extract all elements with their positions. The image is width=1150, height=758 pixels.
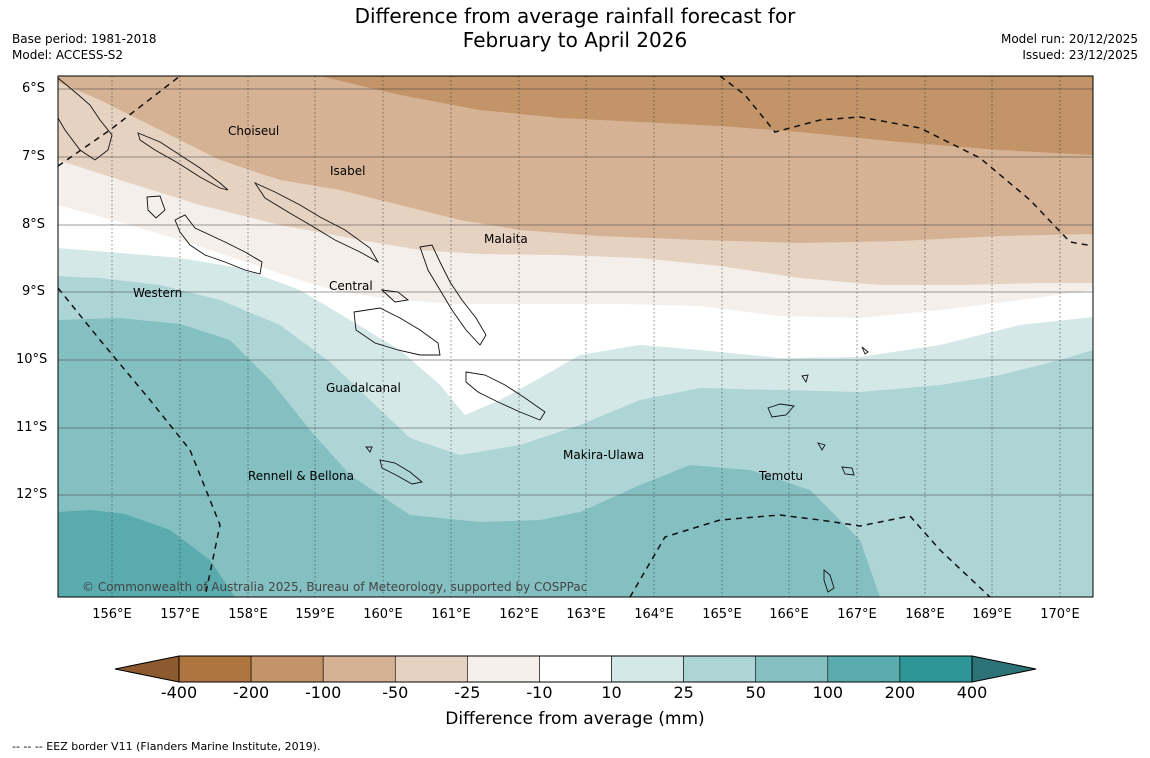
- lon-label: 157°E: [160, 607, 200, 622]
- lon-label: 162°E: [499, 607, 539, 622]
- metadata-right: Model run: 20/12/2025 Issued: 23/12/2025: [1001, 31, 1138, 63]
- lon-label: 159°E: [295, 607, 335, 622]
- lon-label: 160°E: [363, 607, 403, 622]
- colorbar-cell: [250, 655, 324, 683]
- coastlines: [58, 77, 869, 593]
- place-label-malaita: Malaita: [484, 232, 528, 246]
- lat-label: 12°S: [16, 487, 48, 502]
- issued-date: Issued: 23/12/2025: [1022, 48, 1138, 62]
- lat-label: 11°S: [16, 420, 48, 435]
- title-line-1: Difference from average rainfall forecas…: [354, 4, 796, 28]
- place-label-western: Western: [133, 286, 183, 300]
- malaita-coast: [419, 244, 487, 346]
- copyright-notice: © Commonwealth of Australia 2025, Bureau…: [82, 580, 588, 594]
- colorbar-tick: -10: [526, 683, 553, 702]
- colorbar-cell: [178, 655, 252, 683]
- colorbar-tick: -200: [232, 683, 270, 702]
- ndeni-coast: [767, 403, 795, 418]
- lon-label: 165°E: [702, 607, 742, 622]
- place-label-guadalcanal: Guadalcanal: [326, 381, 401, 395]
- choiseul-coast: [137, 132, 229, 191]
- lat-label: 10°S: [16, 352, 48, 367]
- lon-label: 163°E: [566, 607, 606, 622]
- band-wet-50-100: [58, 318, 880, 597]
- colorbar-tick: -25: [454, 683, 481, 702]
- colorbar-tick: -50: [382, 683, 409, 702]
- colorbar-cell: [539, 655, 612, 683]
- colorbar-cell: [611, 655, 684, 683]
- graticule: [58, 76, 1093, 597]
- colorbar-tick: 25: [673, 683, 694, 702]
- lat-label: 6°S: [22, 81, 46, 96]
- colorbar-tick: 200: [884, 683, 916, 702]
- colorbar-cell: [322, 655, 396, 683]
- lon-label: 166°E: [769, 607, 809, 622]
- lon-label: 156°E: [92, 607, 132, 622]
- bougainville-coast: [58, 77, 113, 161]
- florida-islands-coast: [380, 289, 410, 303]
- colorbar-cell: [827, 655, 901, 683]
- small-islet-east: [861, 346, 869, 355]
- colorbar-tick: 50: [745, 683, 766, 702]
- map-title: Difference from average rainfall forecas…: [0, 4, 1150, 52]
- tikopia-coast: [823, 569, 835, 593]
- lon-label: 158°E: [228, 607, 268, 622]
- place-label-rennell-bellona: Rennell & Bellona: [248, 469, 355, 483]
- rennell-coast: [379, 459, 424, 485]
- colorbar-arrow-high: [971, 655, 1037, 683]
- vella-lavella-coast: [146, 195, 166, 219]
- vanikoro-coast: [841, 466, 855, 476]
- guadalcanal-coast: [353, 307, 441, 356]
- lon-label: 169°E: [972, 607, 1012, 622]
- eez-borders: [58, 76, 1093, 597]
- place-label-central: Central: [329, 279, 373, 293]
- colorbar-cell: [899, 655, 973, 683]
- colorbar-tick: 100: [812, 683, 844, 702]
- makira-coast: [465, 371, 546, 421]
- place-label-temotu: Temotu: [759, 469, 804, 483]
- model-name: Model: ACCESS-S2: [12, 48, 124, 62]
- lon-label: 164°E: [634, 607, 674, 622]
- place-label-choiseul: Choiseul: [228, 124, 280, 138]
- colorbar-cell: [394, 655, 468, 683]
- colorbar-tick: 10: [601, 683, 622, 702]
- colorbar-frame: [178, 655, 973, 683]
- colorbar-tick: -400: [160, 683, 198, 702]
- lon-label: 167°E: [837, 607, 877, 622]
- colorbar-tick: 400: [956, 683, 988, 702]
- new-georgia-coast: [174, 214, 263, 275]
- lat-label: 8°S: [22, 217, 46, 232]
- isabel-coast: [253, 181, 380, 264]
- colorbar-cell: [755, 655, 829, 683]
- bellona-coast: [365, 446, 373, 453]
- reef-islands-coast: [801, 374, 809, 384]
- lon-label: 170°E: [1040, 607, 1080, 622]
- base-period: Base period: 1981-2018: [12, 32, 157, 46]
- band-wet-100-200: [58, 510, 235, 597]
- lat-label: 7°S: [22, 149, 46, 164]
- colorbar-title: Difference from average (mm): [445, 709, 705, 729]
- lon-label: 161°E: [431, 607, 471, 622]
- eez-border-note: -- -- -- EEZ border V11 (Flanders Marine…: [12, 740, 321, 753]
- colorbar-arrow-low: [114, 655, 180, 683]
- place-label-isabel: Isabel: [330, 164, 366, 178]
- colorbar-cell: [467, 655, 540, 683]
- lon-label: 168°E: [905, 607, 945, 622]
- place-label-makira-ulawa: Makira-Ulawa: [563, 448, 645, 462]
- colorbar-cell: [683, 655, 757, 683]
- lat-label: 9°S: [22, 284, 46, 299]
- model-run: Model run: 20/12/2025: [1000, 32, 1138, 46]
- utupua-coast: [817, 442, 826, 451]
- title-line-2: February to April 2026: [462, 28, 688, 52]
- map-frame: [57, 75, 1094, 598]
- colorbar-tick: -100: [305, 683, 342, 702]
- metadata-left: Base period: 1981-2018 Model: ACCESS-S2: [12, 31, 157, 63]
